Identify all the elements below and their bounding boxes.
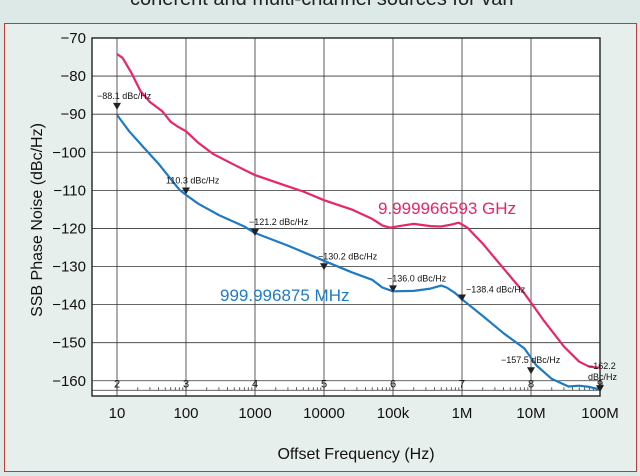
- decade-label: 6: [390, 379, 396, 391]
- y-tick-labels: −70 −80 −90 −100 −110 −120 −130 −140 −150 −160: [52, 30, 86, 390]
- decade-label: 9: [597, 379, 603, 391]
- x-tick-labels: 10 100 1000 10000 100k 1M 10M 100M: [109, 405, 619, 422]
- annotation-label: 110.3 dBc/Hz: [166, 175, 220, 185]
- y-tick-label: −100: [52, 144, 86, 161]
- y-tick-label: −70: [61, 30, 86, 47]
- decade-label: 5: [321, 379, 327, 391]
- series-label-mhz: 999.996875 MHz: [220, 286, 349, 305]
- annotation-label: −130.2 dBc/Hz: [318, 251, 378, 261]
- grid: [92, 37, 601, 396]
- top-caption: coherent and multi-channel sources for v…: [130, 0, 640, 8]
- series-label-ghz: 9.999966593 GHz: [378, 199, 516, 218]
- annotation-label: −136.0 dBc/Hz: [387, 273, 447, 283]
- annotation-marker: [389, 285, 397, 293]
- annotation-label: −162.2: [588, 361, 616, 371]
- x-tick-label: 10M: [516, 405, 545, 422]
- annotation-marker: [251, 228, 259, 236]
- y-tick-label: −90: [61, 106, 86, 123]
- decade-label: 3: [183, 379, 189, 391]
- x-tick-label: 100M: [581, 405, 619, 422]
- decade-labels: 2 3 4 5 6 7 8 9: [114, 379, 603, 391]
- x-tick-label: 1M: [452, 405, 473, 422]
- annotation-marker: [458, 294, 466, 302]
- y-tick-label: −160: [52, 373, 86, 390]
- decade-label: 7: [459, 379, 465, 391]
- annotation-label-unit: dBc/Hz: [588, 372, 618, 382]
- y-axis-label: SSB Phase Noise (dBc/Hz): [29, 123, 46, 317]
- annotation-label: −157.5 dBc/Hz: [501, 355, 561, 365]
- annotation-markers: −88.1 dBc/Hz 110.3 dBc/Hz −121.2 dBc/Hz −13…: [97, 91, 618, 393]
- annotation-label: −138.4 dBc/Hz: [466, 285, 526, 295]
- series-group: [116, 53, 601, 391]
- y-tick-label: −130: [52, 259, 86, 276]
- annotation-label: −88.1 dBc/Hz: [97, 91, 152, 101]
- annotation-marker: [527, 367, 535, 375]
- plot-border: [91, 37, 601, 397]
- annotation-marker: [320, 263, 328, 271]
- series-line-ghz: [116, 53, 601, 369]
- x-tick-label: 10: [109, 405, 126, 422]
- y-tick-label: −120: [52, 220, 86, 237]
- y-tick-label: −110: [53, 182, 86, 199]
- decade-label: 2: [114, 379, 120, 391]
- x-tick-label: 10000: [303, 405, 345, 422]
- series-line-mhz: [116, 114, 601, 391]
- decade-label: 4: [252, 379, 258, 391]
- y-tick-label: −140: [52, 297, 86, 314]
- annotation-label: −121.2 dBc/Hz: [249, 217, 309, 227]
- y-tick-label: −150: [52, 335, 86, 352]
- x-tick-label: 1000: [238, 405, 271, 422]
- y-tick-label: −80: [61, 68, 86, 85]
- plot-area: [92, 38, 600, 396]
- x-axis-label: Offset Frequency (Hz): [277, 446, 434, 463]
- decade-label: 8: [528, 379, 534, 391]
- x-tick-label: 100k: [377, 405, 410, 422]
- annotation-marker: [113, 102, 121, 110]
- x-tick-label: 100: [173, 405, 198, 422]
- annotation-marker: [182, 187, 190, 195]
